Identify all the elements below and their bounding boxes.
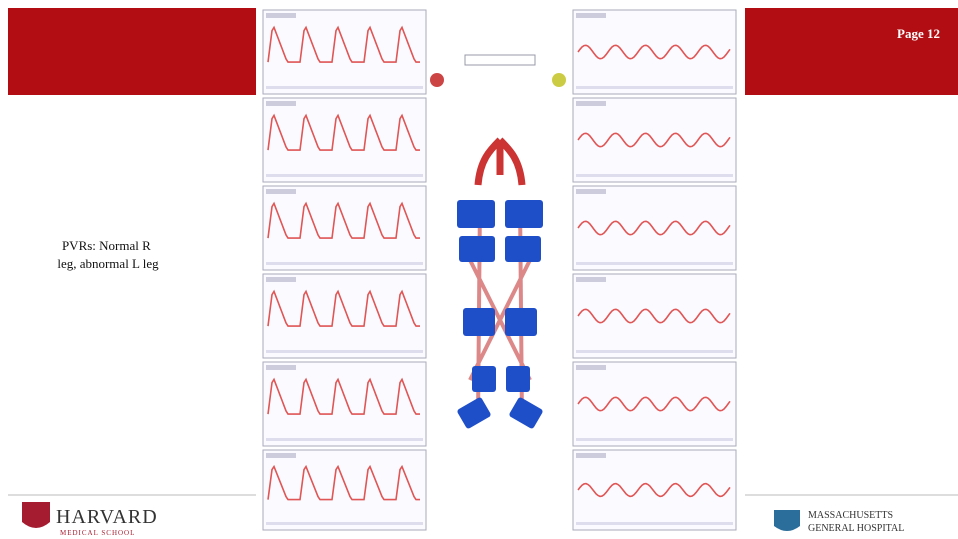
cuff [505,200,543,228]
banner-right [743,8,958,95]
panel-header [266,13,296,18]
caption-line: PVRs: Normal R [62,238,151,253]
panel-footer [266,438,423,441]
page-number: Page 12 [897,26,940,41]
cuff [472,366,496,392]
waveform [577,396,731,412]
logo-sub: MEDICAL SCHOOL [60,529,135,537]
cuff [505,308,537,336]
panel-footer [266,262,423,265]
logo-line: GENERAL HOSPITAL [808,523,904,534]
waveform [267,377,420,415]
waveform [577,308,731,324]
panel-footer [576,262,733,265]
cuff [506,366,530,392]
panel-header [576,13,606,18]
caption-line: leg, abnormal L leg [57,256,159,271]
icon [552,73,566,87]
panel-header [266,365,296,370]
icon [430,73,444,87]
waveform [577,44,731,60]
panel-header [266,277,296,282]
harvard-shield [22,502,50,528]
artery [474,137,526,186]
waveform [267,113,420,151]
cuff [463,308,495,336]
label-box [464,54,536,66]
panel [262,185,427,271]
panel [572,273,737,359]
panel-header [576,453,606,458]
panel-footer [576,350,733,353]
panel [572,361,737,447]
panel [262,9,427,95]
panel-footer [576,438,733,441]
panel-header [266,189,296,194]
panel-header [576,365,606,370]
panel [262,97,427,183]
panel [262,273,427,359]
waveform [267,201,420,239]
waveform [267,289,420,327]
panel [572,449,737,531]
cuff [505,236,541,262]
cuff [509,397,543,429]
panel [572,9,737,95]
waveform [577,482,731,498]
waveform [577,132,731,148]
panel-footer [576,522,733,525]
waveform [267,25,420,63]
waveform [267,464,420,501]
panel-footer [576,86,733,89]
panel-footer [266,86,423,89]
waveform [577,220,731,236]
logo-line: MASSACHUSETTS [808,510,893,521]
leg-diagram [430,54,566,429]
panel [262,449,427,531]
panel-header [576,101,606,106]
logo-name: HARVARD [56,506,158,528]
panel [572,97,737,183]
panel-header [266,453,296,458]
panel [572,185,737,271]
mgh-shield [774,510,800,531]
panel [262,361,427,447]
banner-left [8,8,258,95]
panel-footer [266,174,423,177]
panel-header [576,189,606,194]
panel-header [266,101,296,106]
cuff [457,200,495,228]
waveform-panels [262,9,737,531]
cuff [459,236,495,262]
panel-footer [576,174,733,177]
caption: PVRs: Normal R leg, abnormal L leg [57,238,159,271]
cuff [457,397,491,429]
panel-footer [266,522,423,525]
panel-header [576,277,606,282]
panel-footer [266,350,423,353]
